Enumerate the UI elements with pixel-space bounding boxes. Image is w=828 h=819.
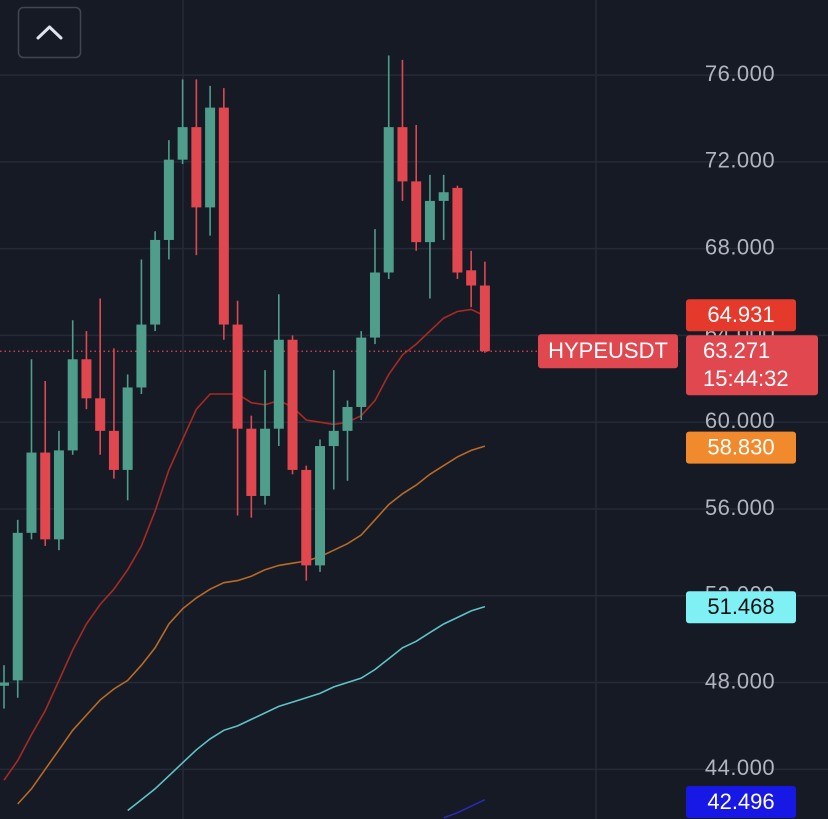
indicator-badge: [686, 591, 796, 624]
candle-body: [342, 407, 353, 431]
y-tick-label: 44.000: [705, 755, 775, 780]
candle-body: [479, 285, 490, 352]
y-tick-label: 76.000: [705, 61, 775, 86]
candle-body: [424, 200, 435, 243]
indicator-badge: [686, 299, 796, 332]
moving-average-line: [443, 798, 486, 819]
candle-body: [191, 127, 202, 208]
candle-body: [232, 324, 243, 429]
candle-body: [369, 272, 380, 338]
candle-body: [411, 181, 422, 243]
candles: [0, 55, 490, 709]
last-price-label: 63.271: [703, 338, 770, 363]
y-tick-label: 68.000: [705, 234, 775, 259]
candle-body: [315, 446, 326, 566]
candle-body: [397, 127, 408, 182]
moving-average-line: [3, 308, 486, 781]
indicator-badge: [686, 785, 796, 818]
indicator-badge-label: 58.830: [707, 434, 774, 459]
candle-body: [122, 387, 133, 470]
candle-body: [108, 430, 119, 470]
indicator-badge-label: 64.931: [707, 302, 774, 327]
candle-body: [95, 398, 106, 431]
y-tick-label: 72.000: [705, 148, 775, 173]
candle-body: [301, 469, 312, 566]
candle-body: [466, 270, 477, 286]
y-axis: 44.00048.00052.00056.00060.00064.00068.0…: [705, 61, 775, 780]
y-tick-label: 60.000: [705, 408, 775, 433]
candle-body: [452, 187, 463, 273]
y-tick-label: 48.000: [705, 668, 775, 693]
symbol-label: HYPEUSDT: [548, 338, 668, 363]
candle-body: [81, 359, 92, 399]
indicator-badge: [686, 431, 796, 464]
last-price-badge: [686, 335, 818, 396]
candle-body: [0, 682, 9, 686]
indicator-badge-label: 42.496: [707, 789, 774, 814]
candle-body: [150, 239, 161, 325]
candle-body: [136, 324, 147, 388]
candle-body: [246, 428, 257, 496]
candle-body: [218, 107, 229, 325]
chevron-up-icon[interactable]: [36, 25, 63, 40]
candle-body: [53, 450, 64, 540]
candle-body: [287, 339, 298, 470]
moving-average-line: [17, 445, 486, 805]
candle-body: [438, 192, 449, 201]
indicator-badge-label: 51.468: [707, 594, 774, 619]
candle-body: [26, 452, 37, 533]
moving-average-line: [127, 605, 486, 812]
candle-body: [67, 359, 78, 451]
candle-body: [177, 127, 188, 160]
candle-body: [383, 127, 394, 273]
price-badges: 64.931 58.830 51.468 42.496 HYPEUSDT 63.271 15…: [538, 299, 818, 818]
button-frame[interactable]: [17, 6, 82, 59]
candle-body: [12, 532, 23, 681]
candle-body: [356, 337, 367, 408]
candle-body: [328, 430, 339, 447]
collapse-button[interactable]: [17, 6, 82, 59]
candle-body: [273, 339, 284, 429]
candle-body: [163, 159, 174, 240]
candle-body: [260, 428, 271, 496]
candle-body: [40, 452, 51, 540]
symbol-badge: [538, 334, 678, 369]
candle-body: [205, 107, 216, 208]
countdown-label: 15:44:32: [703, 366, 789, 391]
y-tick-label: 56.000: [705, 495, 775, 520]
